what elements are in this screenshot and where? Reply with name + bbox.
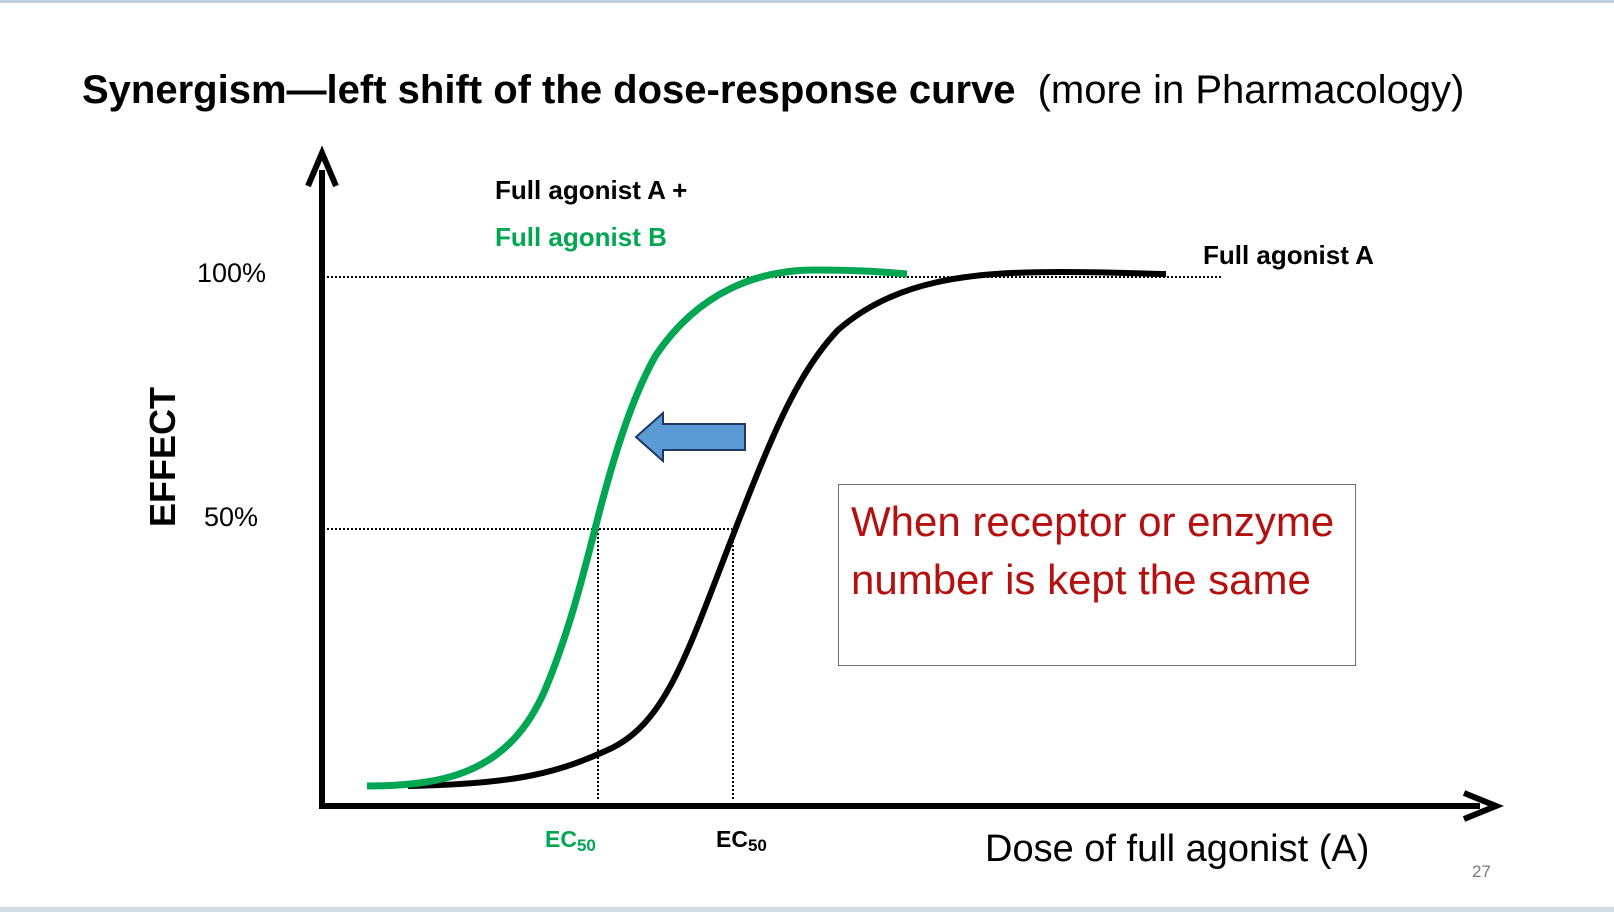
- label-combo-line1: Full agonist A +: [495, 175, 687, 205]
- curve-full-agonist-combo: [366, 266, 908, 790]
- ec50-a-sub: 50: [748, 836, 767, 855]
- label-agonist-a: Full agonist A: [1203, 240, 1374, 270]
- note-text: When receptor or enzyme number is kept t…: [851, 498, 1335, 603]
- ec50-combo-base: EC: [545, 826, 577, 852]
- ec50-label-a: EC50: [716, 826, 767, 855]
- page-number: 27: [1472, 862, 1491, 881]
- left-arrow-icon: [634, 410, 746, 464]
- y-axis-label: EFFECT: [142, 387, 183, 527]
- tick-label-50: 50%: [204, 502, 258, 532]
- label-combo-line2: Full agonist B: [495, 222, 667, 252]
- note-box: When receptor or enzyme number is kept t…: [838, 484, 1356, 666]
- x-axis-label: Dose of full agonist (A): [985, 828, 1369, 870]
- tick-label-100: 100%: [197, 258, 266, 288]
- slide-title: Synergism—left shift of the dose-respons…: [82, 66, 1464, 114]
- slide-title-aside: (more in Pharmacology): [1037, 68, 1465, 112]
- slide-title-main: Synergism—left shift of the dose-respons…: [82, 68, 1016, 112]
- curve-full-agonist-a: [407, 268, 1167, 789]
- ec50-a-base: EC: [716, 826, 748, 852]
- ec50-label-combo: EC50: [545, 826, 596, 855]
- x-axis-arrowhead: [1462, 790, 1504, 822]
- ec50-combo-sub: 50: [577, 836, 596, 855]
- y-axis-arrowhead: [305, 145, 339, 188]
- bottom-rule: [0, 907, 1614, 912]
- top-rule: [0, 0, 1614, 3]
